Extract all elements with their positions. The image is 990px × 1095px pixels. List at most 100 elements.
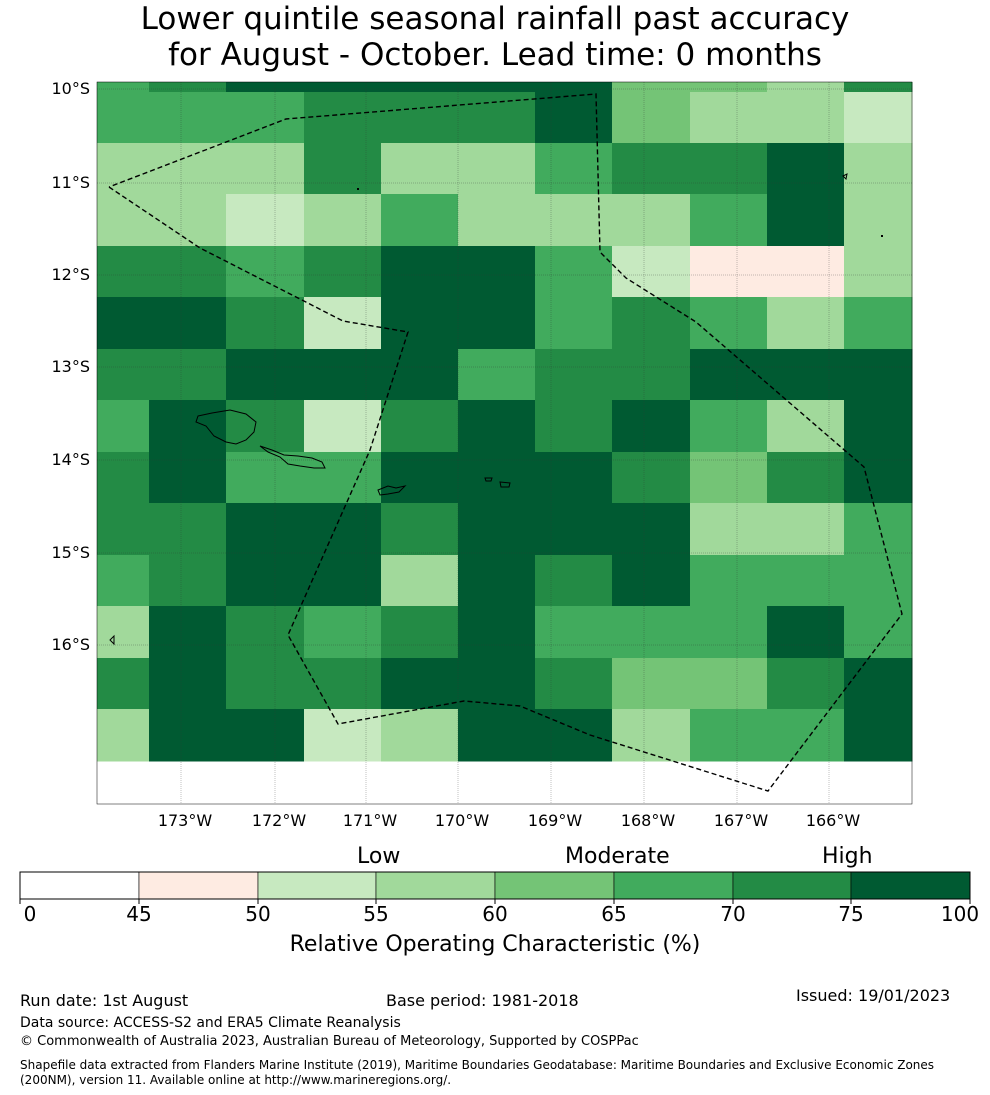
grid-cell [304,555,382,607]
grid-cell [844,658,913,710]
grid-cell [97,709,150,762]
colorbar-segment [850,871,971,900]
title-line-1: Lower quintile seasonal rainfall past ac… [140,1,850,37]
grid-cell [612,658,691,710]
grid-cell [458,452,536,504]
grid-cell [458,92,536,144]
grid-cell [535,143,613,195]
grid-cell [535,606,613,659]
grid-cell [149,297,227,350]
grid-cell [381,606,459,659]
grid-cell [381,92,459,144]
grid-cell [612,555,691,607]
shapefile-credit: Shapefile data extracted from Flanders M… [20,1058,935,1087]
island-tau [499,481,511,488]
grid-cell [690,555,768,607]
grid-cell [458,709,536,762]
grid-cell [844,606,913,659]
grid-cell [149,452,227,504]
grid-cell [149,709,227,762]
colorbar [19,871,971,904]
grid-cell [844,82,913,93]
grid-cell [226,92,305,144]
island-islet-east-2 [881,235,883,237]
grid-cell [458,606,536,659]
grid-cell [226,555,305,607]
run-date: Run date: 1st August [20,991,189,1010]
grid-cell [381,349,459,401]
grid-cell [767,452,845,504]
grid-cell [97,92,150,144]
colorbar-tick-label: 70 [720,902,746,926]
map-frame [96,81,913,805]
grid-cell [767,143,845,195]
grid-cell [458,297,536,350]
data-source: Data source: ACCESS-S2 and ERA5 Climate … [20,1015,401,1031]
grid-cell [458,194,536,247]
grid-cell [612,452,691,504]
grid-cell [149,349,227,401]
grid-cell [226,452,305,504]
grid-cell [381,400,459,453]
grid-cell [690,143,768,195]
grid-cell [381,297,459,350]
grid-cell [97,503,150,556]
grid-cell [767,709,845,762]
grid-cell [844,92,913,144]
grid-cell [535,503,613,556]
grid-cell [226,400,305,453]
grid-cell [535,452,613,504]
grid-cell [690,452,768,504]
grid-cell [612,246,691,298]
island-tutuila [377,485,407,496]
grid-cell [458,503,536,556]
grid-cell [149,606,227,659]
grid-cell [690,82,768,93]
longitude-label: 169°W [527,811,583,830]
grid-cell [149,503,227,556]
grid-cell [535,297,613,350]
grid-cell [844,400,913,453]
grid-cell [149,92,227,144]
grid-cell [690,246,768,298]
longitude-label: 167°W [713,811,769,830]
grid-cell [767,606,845,659]
grid-cell [226,246,305,298]
latitude-label: 12°S [51,265,90,284]
grid-cell [304,92,382,144]
issued-date: Issued: 19/01/2023 [796,986,951,1005]
island-upolu [259,445,326,469]
eez-boundary [108,93,903,792]
grid-cell [767,503,845,556]
latitude-label: 10°S [51,79,90,98]
grid-cell [97,555,150,607]
grid-cell [612,709,691,762]
grid-cell [381,503,459,556]
grid-cell [381,555,459,607]
colorbar-tick-label: 55 [363,902,389,926]
grid-cell [458,555,536,607]
grid-cell [767,297,845,350]
colorbar-segment [257,871,377,900]
grid-cell [97,400,150,453]
grid-cell [304,709,382,762]
island-ofu [484,477,493,482]
longitude-label: 173°W [157,811,213,830]
grid-cell [535,349,613,401]
grid-cell [97,349,150,401]
grid-cell [844,452,913,504]
grid-cell [844,555,913,607]
grid-cell [304,400,382,453]
grid-cell [690,503,768,556]
colorbar-tick-label: 75 [838,902,864,926]
colorbar-segment [19,871,140,900]
colorbar-tick-label: 65 [601,902,627,926]
grid-cell [612,297,691,350]
grid-cell [612,606,691,659]
grid-cell [381,658,459,710]
grid-cell [535,246,613,298]
colorbar-tick-label: 45 [126,902,152,926]
latitude-label: 11°S [51,173,90,192]
grid-cell [767,349,845,401]
